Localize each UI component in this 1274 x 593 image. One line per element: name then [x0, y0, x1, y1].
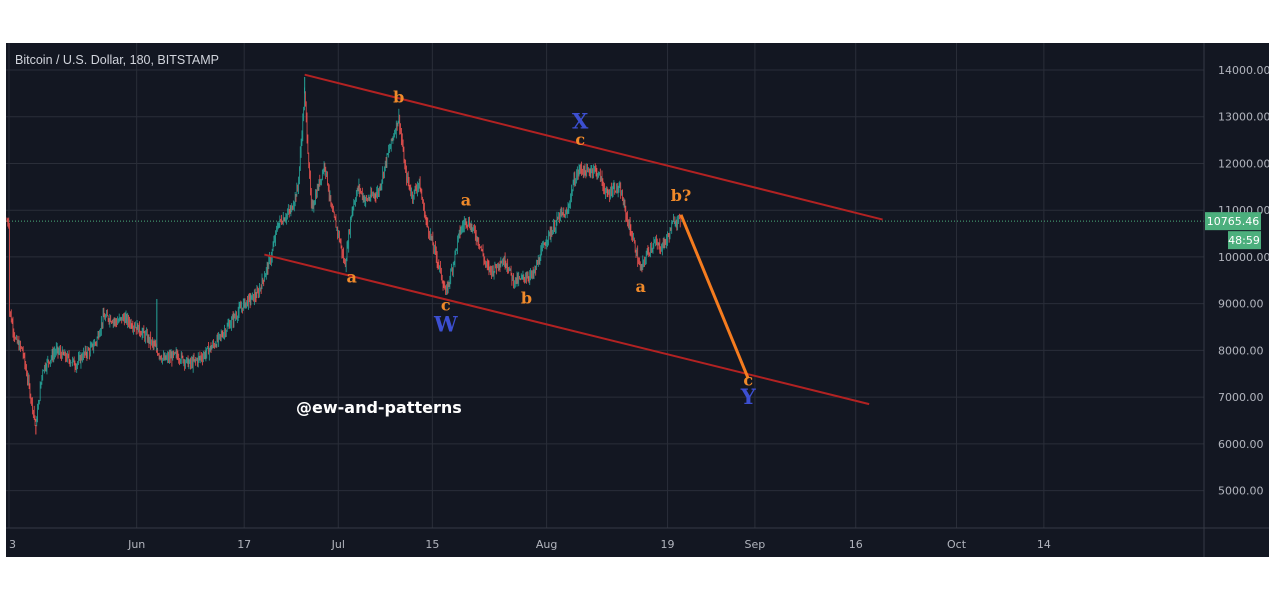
price-tick-label: 13000.00 — [1218, 111, 1269, 124]
time-axis[interactable]: 3 Jun 17 Jul 15 Aug 19 Sep 16 Oct 14 — [9, 538, 1051, 551]
time-tick-label: Jul — [331, 538, 345, 551]
projection-line — [679, 214, 750, 379]
wave-label: a — [461, 191, 471, 210]
countdown-badge — [1228, 231, 1261, 250]
wave-label: a — [635, 277, 645, 296]
price-badges: 10765.46 48:59 — [1205, 212, 1261, 250]
time-tick-label: 3 — [9, 538, 16, 551]
watermark: @ew-and-patterns — [296, 398, 462, 417]
time-tick-label: Aug — [536, 538, 557, 551]
candles — [6, 77, 681, 435]
wave-label: W — [433, 312, 458, 337]
wave-label: a — [347, 268, 357, 287]
wave-label: Y — [740, 384, 757, 409]
price-tick-label: 14000.00 — [1218, 64, 1269, 77]
wave-label: b? — [671, 186, 692, 205]
time-tick-label: 19 — [661, 538, 675, 551]
price-tick-label: 9000.00 — [1218, 298, 1264, 311]
countdown-value: 48:59 — [1228, 234, 1260, 247]
time-tick-label: Sep — [745, 538, 766, 551]
wave-label: X — [572, 108, 589, 133]
price-tick-label: 12000.00 — [1218, 157, 1269, 170]
wave-label: c — [441, 296, 451, 315]
price-tick-label: 5000.00 — [1218, 485, 1264, 498]
last-price-value: 10765.46 — [1207, 215, 1260, 228]
wave-label: b — [393, 88, 404, 107]
time-tick-label: 15 — [425, 538, 439, 551]
price-tick-label: 10000.00 — [1218, 251, 1269, 264]
price-tick-label: 7000.00 — [1218, 391, 1264, 404]
time-tick-label: Oct — [947, 538, 967, 551]
wave-label: b — [521, 289, 532, 308]
channel-upper-line — [304, 73, 883, 221]
price-axis[interactable]: 14000.0013000.0012000.0011000.0010000.00… — [1218, 64, 1269, 498]
symbol-title[interactable]: Bitcoin / U.S. Dollar, 180, BITSTAMP — [15, 53, 220, 67]
price-tick-label: 8000.00 — [1218, 344, 1264, 357]
channel-lower-line — [264, 253, 870, 406]
time-tick-label: 14 — [1037, 538, 1051, 551]
trend-lines — [264, 73, 883, 406]
price-tick-label: 6000.00 — [1218, 438, 1264, 451]
wave-label: c — [743, 370, 753, 389]
time-tick-label: 17 — [237, 538, 251, 551]
time-tick-label: Jun — [127, 538, 145, 551]
time-tick-label: 16 — [849, 538, 863, 551]
last-price-badge — [1205, 212, 1261, 231]
wave-label: c — [575, 130, 585, 149]
grid — [6, 43, 1204, 528]
